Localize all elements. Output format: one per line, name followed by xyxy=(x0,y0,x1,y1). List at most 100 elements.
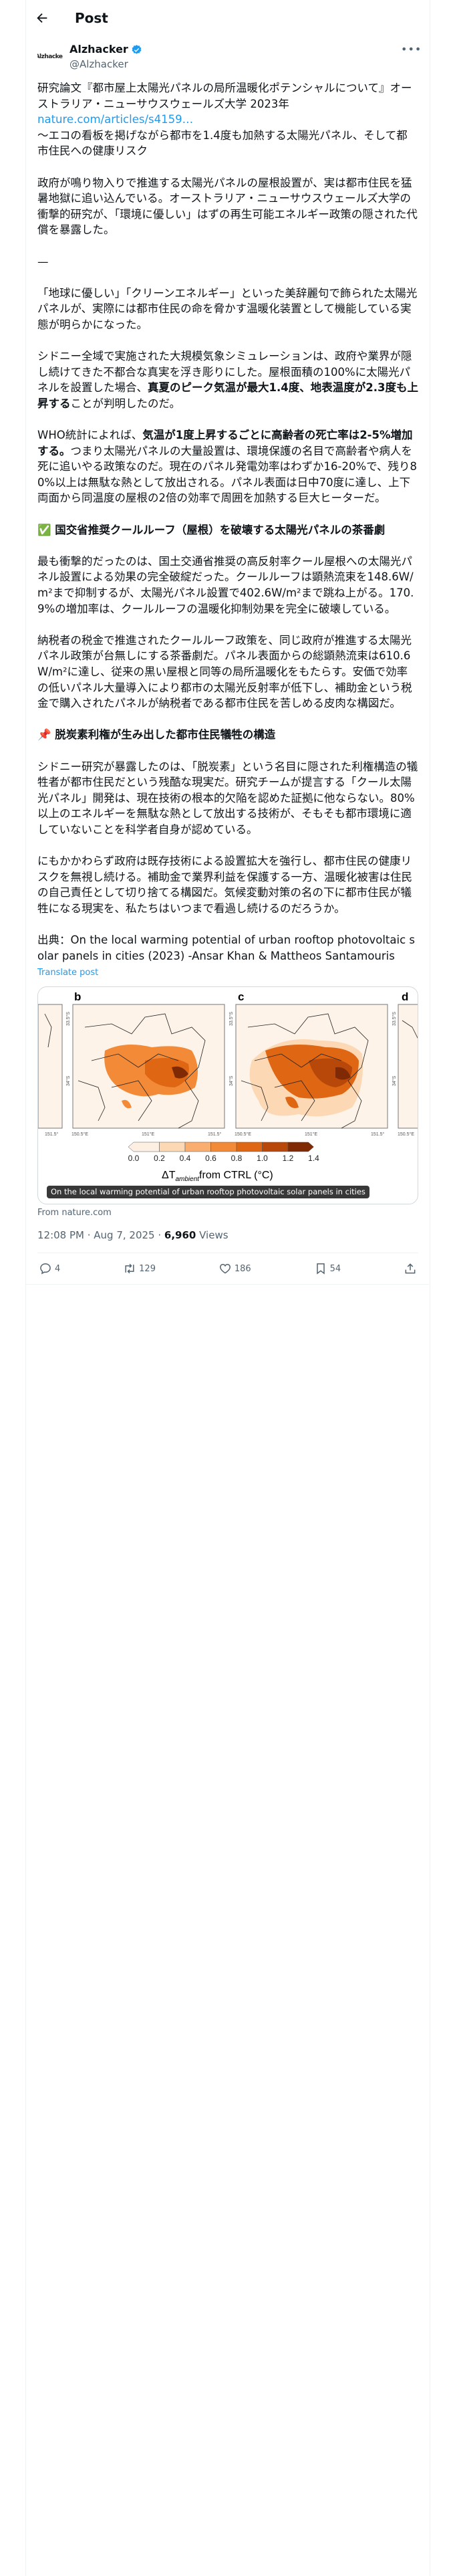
panel-label: c xyxy=(238,990,244,1003)
lon-label: 150.5°E xyxy=(71,1132,88,1137)
back-button[interactable] xyxy=(35,11,51,25)
translate-post-link[interactable]: Translate post xyxy=(37,968,99,978)
post-paragraph: 研究論文『都市屋上太陽光パネルの局所温暖化ポテンシャルについて』オーストラリア・… xyxy=(37,82,412,110)
lon-label: 150.5°E xyxy=(398,1132,414,1137)
repost-button[interactable]: 129 xyxy=(123,1262,156,1275)
author-name-text: Alzhacker xyxy=(69,43,128,56)
views-label: Views xyxy=(196,1229,229,1242)
post-separator: — xyxy=(37,255,49,268)
heat-area-b xyxy=(104,1045,198,1109)
share-button[interactable] xyxy=(404,1262,417,1275)
heading-text: 国交省推奨クールルーフ（屋根）を破壊する太陽光パネルの茶番劇 xyxy=(55,523,386,536)
post-paragraph: シドニー全域で実施された大規模気象シミュレーションは、政府や業界が隠し続けてきた… xyxy=(37,348,418,411)
lat-label: 34°S xyxy=(65,1076,71,1087)
lat-label: 34°S xyxy=(392,1076,397,1087)
post-paragraph: 最も衝撃的だったのは、国土交通省推奨の高反射率クール屋根への太陽光パネル設置によ… xyxy=(37,554,414,615)
lat-label: 33.5°S xyxy=(229,1012,234,1026)
divider xyxy=(26,1284,429,1285)
panel-label: d xyxy=(402,990,408,1003)
repost-icon xyxy=(125,1264,134,1274)
lon-label: 151.5° xyxy=(371,1132,385,1137)
colorbar-tick-label: 0.0 xyxy=(128,1154,140,1163)
link-card-image[interactable]: b c d xyxy=(37,986,418,1205)
section-heading: ✅ 国交省推奨クールルーフ（屋根）を破壊する太陽光パネルの茶番劇 xyxy=(37,522,418,538)
reply-icon xyxy=(40,1263,51,1275)
bold-segment: 真夏のピーク気温が最大1.4度、地表温度が2.3度も上昇する xyxy=(37,381,418,410)
colorbar-tick-label: 0.4 xyxy=(180,1154,191,1163)
warming-map-figure: b c d xyxy=(38,990,418,1183)
lon-label: 150.5°E xyxy=(235,1132,251,1137)
action-bar: 4 129 186 54 xyxy=(37,1253,418,1284)
heat-area-c xyxy=(249,1039,363,1117)
author-name[interactable]: Alzhacker xyxy=(69,43,142,56)
bold-segment: 気温が1度上昇するごとに高齢者の死亡率は2-5%増加する。 xyxy=(37,429,413,457)
colorbar-segment xyxy=(262,1142,289,1152)
post-paragraph: にもかかわらず政府は既存技術による設置拡大を強行し、都市住民の健康リスクを無視し… xyxy=(37,855,412,915)
text-segment: ことが判明したのだ。 xyxy=(70,397,181,410)
card-source[interactable]: From nature.com xyxy=(37,1208,112,1218)
colorbar-segment xyxy=(210,1142,237,1152)
reply-button[interactable]: 4 xyxy=(39,1262,60,1275)
post-paragraph: WHO統計によれば、気温が1度上昇するごとに高齢者の死亡率は2-5%増加する。つ… xyxy=(37,427,418,506)
lon-label: 151.5° xyxy=(45,1132,59,1137)
region-boundaries xyxy=(44,1013,418,1129)
check-mark-icon: ✅ xyxy=(37,523,51,536)
colorbar-label: ΔTambientfrom CTRL (°C) xyxy=(162,1170,273,1183)
post-paragraph: シドニー研究が暴露したのは、「脱炭素」という名目に隠された利権構造の犠牲者が都市… xyxy=(37,760,418,836)
repost-count: 129 xyxy=(139,1263,156,1274)
colorbar-segment xyxy=(128,1142,160,1152)
post-column xyxy=(25,0,430,2576)
colorbar-tick-label: 1.0 xyxy=(257,1154,268,1163)
colorbar-tick-label: 0.2 xyxy=(154,1154,165,1163)
more-options-icon[interactable]: ••• xyxy=(401,43,422,56)
post-paragraph: 政府が鳴り物入りで推進する太陽光パネルの屋根設置が、実は都市住民を猛暑地獄に追い… xyxy=(37,176,418,237)
lon-label: 151°E xyxy=(305,1132,317,1137)
post-timestamp: 12:08 PM · Aug 7, 2025 · 6,960 Views xyxy=(37,1228,418,1242)
post-time[interactable]: 12:08 PM · Aug 7, 2025 · xyxy=(37,1229,164,1242)
text-segment: シドニー全域で実施された大規模気象シミュレーションは、政府や業界が隠し続けてきた… xyxy=(37,350,412,395)
page-title: Post xyxy=(75,10,108,26)
lat-label: 33.5°S xyxy=(65,1012,71,1026)
lon-label: 151.5° xyxy=(208,1132,222,1137)
section-heading: 📌 脱炭素利権が生み出した都市住民犠牲の構造 xyxy=(37,727,418,743)
colorbar-tick-label: 1.4 xyxy=(308,1154,319,1163)
pushpin-icon: 📌 xyxy=(37,728,51,742)
bookmark-icon xyxy=(316,1263,325,1275)
colorbar-segment xyxy=(287,1142,314,1152)
bookmark-button[interactable]: 54 xyxy=(314,1262,341,1275)
colorbar-tick-label: 0.8 xyxy=(231,1154,243,1163)
view-count: 6,960 xyxy=(164,1229,196,1242)
author-handle[interactable]: @Alzhacker xyxy=(69,58,128,70)
colorbar-segment xyxy=(159,1142,186,1152)
colorbar-segment xyxy=(184,1142,211,1152)
colorbar-tick-label: 1.2 xyxy=(283,1154,294,1163)
reply-count: 4 xyxy=(55,1263,61,1274)
colorbar: 0.0 0.2 0.4 0.6 0.8 1.0 1.2 1.4 xyxy=(128,1142,319,1163)
text-segment: WHO統計によれば、 xyxy=(37,429,143,442)
image-alt-tooltip: On the local warming potential of urban … xyxy=(47,1186,369,1199)
post-paragraph: ～エコの看板を掲げながら都市を1.4度も加熱する太陽光パネル、そして都市住民への… xyxy=(37,128,408,158)
text-segment: つまり太陽光パネルの大量設置は、環境保護の名目で高齢者や病人を死に追いやる政策な… xyxy=(37,444,417,505)
verified-badge-icon xyxy=(132,44,142,54)
colorbar-segment xyxy=(236,1142,263,1152)
like-count: 186 xyxy=(234,1263,251,1274)
heading-text: 脱炭素利権が生み出した都市住民犠牲の構造 xyxy=(55,728,276,742)
panel-label: b xyxy=(74,990,81,1003)
lat-label: 33.5°S xyxy=(392,1012,397,1026)
share-icon xyxy=(405,1263,416,1274)
lon-label: 151°E xyxy=(142,1132,154,1137)
source-citation: 出典：On the local warming potential of urb… xyxy=(37,934,415,962)
article-link[interactable]: nature.com/articles/s4159… xyxy=(37,113,194,126)
heart-icon xyxy=(219,1264,231,1274)
map-panel-d xyxy=(398,1004,418,1129)
avatar[interactable]: Alzhacker xyxy=(37,53,63,60)
bookmark-count: 54 xyxy=(329,1263,341,1274)
post-paragraph: 納税者の税金で推進されたクールルーフ政策を、同じ政府が推進する太陽光パネル政策が… xyxy=(37,633,412,710)
post-paragraph: 「地球に優しい」「クリーンエネルギー」といった美辞麗句で飾られた太陽光パネルが、… xyxy=(37,286,418,331)
arrow-left-icon xyxy=(37,13,47,23)
lat-label: 34°S xyxy=(229,1076,234,1087)
like-button[interactable]: 186 xyxy=(218,1262,251,1275)
colorbar-tick-label: 0.6 xyxy=(205,1154,216,1163)
map-panel-a xyxy=(38,1004,63,1129)
post-body: 研究論文『都市屋上太陽光パネルの局所温暖化ポテンシャルについて』オーストラリア・… xyxy=(26,80,429,1285)
